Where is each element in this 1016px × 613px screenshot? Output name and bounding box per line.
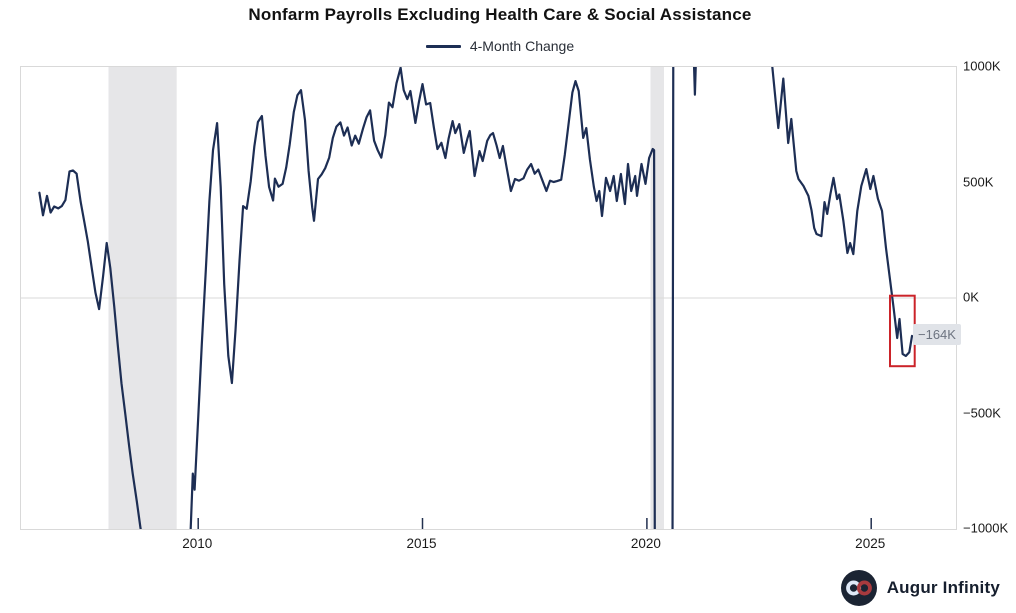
plot-svg xyxy=(21,67,956,529)
brand-name: Augur Infinity xyxy=(886,578,1000,597)
y-axis-tick-label: 1000K xyxy=(963,58,1001,74)
end-value-badge: −164K xyxy=(913,324,961,346)
brand: Augur Infinity xyxy=(840,570,1000,606)
y-axis-tick-label: 0K xyxy=(963,289,979,305)
plot-area xyxy=(20,66,957,530)
y-axis-tick-label: 500K xyxy=(963,174,994,189)
x-axis-tick-label: 2020 xyxy=(630,536,661,551)
y-axis-tick-label: −500K xyxy=(963,405,1001,420)
x-axis-tick-label: 2015 xyxy=(406,536,437,551)
payrolls-4mo-change-line xyxy=(38,67,914,529)
legend-label: 4-Month Change xyxy=(469,38,575,54)
augur-infinity-logo-icon xyxy=(840,570,877,606)
legend: 4-Month Change xyxy=(0,37,1000,55)
x-axis-tick-label: 2010 xyxy=(182,536,213,551)
chart-title: Nonfarm Payrolls Excluding Health Care &… xyxy=(248,5,752,24)
x-axis-tick-label: 2025 xyxy=(855,536,886,551)
y-axis-tick-label: −1000K xyxy=(963,520,1009,536)
legend-line-swatch xyxy=(425,44,461,48)
